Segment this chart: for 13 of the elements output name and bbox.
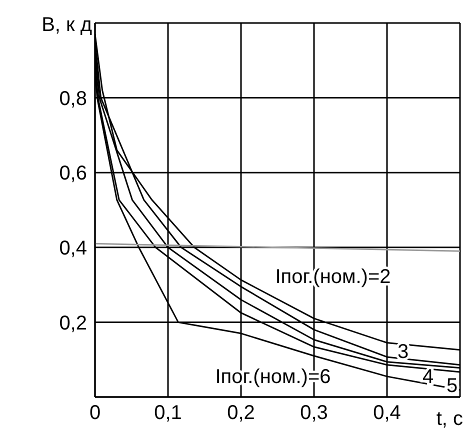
x-axis-title: t, c bbox=[436, 408, 463, 430]
y-tick-label: 0,8 bbox=[59, 88, 87, 110]
x-tick-label: 0,3 bbox=[300, 402, 328, 424]
y-tick-label: 0,4 bbox=[59, 238, 87, 260]
x-tick-label: 0,4 bbox=[373, 402, 401, 424]
series-label: 4 bbox=[422, 366, 434, 388]
x-tick-label: 0,2 bbox=[227, 402, 255, 424]
series-label: 3 bbox=[397, 340, 409, 363]
y-tick-label: 0,6 bbox=[59, 162, 87, 185]
x-tick-label: 0 bbox=[89, 402, 101, 424]
y-tick-label: 0,2 bbox=[59, 312, 87, 334]
x-tick-label: 0,1 bbox=[154, 402, 182, 424]
y-axis-title: B, к д bbox=[42, 14, 92, 36]
